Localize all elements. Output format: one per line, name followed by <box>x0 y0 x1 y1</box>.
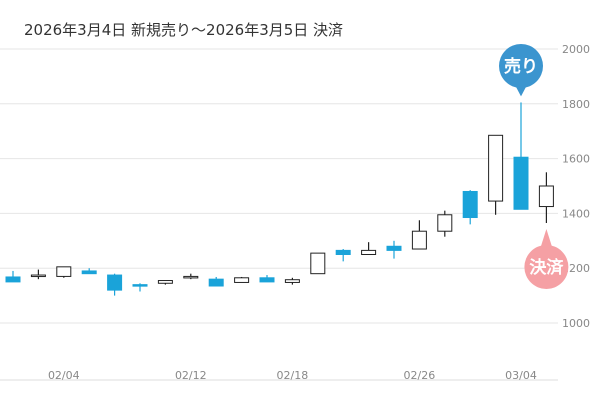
x-tick-label: 02/18 <box>277 369 309 382</box>
y-tick-label: 1200 <box>562 262 590 275</box>
x-tick-label: 02/12 <box>175 369 207 382</box>
candle <box>284 277 300 285</box>
candle <box>259 275 275 283</box>
candle <box>5 270 21 283</box>
candle-body <box>132 284 148 287</box>
candle <box>513 102 529 210</box>
candle <box>56 266 72 278</box>
candle-body <box>310 252 326 275</box>
sell-badge-pointer <box>515 85 527 97</box>
candle-body <box>538 185 554 208</box>
candle <box>81 268 97 275</box>
candle <box>30 269 46 280</box>
candle-body <box>183 275 199 279</box>
candle-body <box>284 279 300 283</box>
candle <box>310 252 326 275</box>
candle <box>107 273 123 296</box>
candle <box>538 172 554 223</box>
candle <box>411 220 427 250</box>
candle-body <box>107 274 123 291</box>
candle-body <box>259 277 275 283</box>
candle-body <box>208 278 224 287</box>
sell-badge <box>499 44 543 88</box>
candle-body <box>437 214 453 232</box>
candle-body <box>386 245 402 251</box>
candle <box>386 240 402 259</box>
chart-title: 2026年3月4日 新規売り〜2026年3月5日 決済 <box>24 21 344 39</box>
y-tick-label: 1800 <box>562 98 590 111</box>
x-tick-label: 02/04 <box>48 369 80 382</box>
candle-body <box>513 156 529 210</box>
candle-body <box>335 249 351 255</box>
x-tick-label: 02/26 <box>404 369 436 382</box>
candle-body <box>234 277 250 283</box>
candle <box>208 276 224 287</box>
candle <box>234 276 250 283</box>
settle-badge-pointer <box>540 228 553 248</box>
candle-body <box>157 280 173 284</box>
candle-body <box>30 274 46 278</box>
sell-badge-label: 売り <box>504 56 538 77</box>
y-tick-label: 1000 <box>562 317 590 330</box>
candle-body <box>5 276 21 283</box>
settle-badge <box>524 245 569 289</box>
y-tick-label: 1400 <box>562 207 590 220</box>
x-tick-label: 03/04 <box>505 369 537 382</box>
candle <box>361 242 377 255</box>
settle-badge-label: 決済 <box>529 257 564 278</box>
candle-body <box>361 249 377 255</box>
candle-body <box>81 270 97 275</box>
candle <box>132 283 148 292</box>
y-tick-label: 2000 <box>562 43 590 56</box>
candle <box>183 273 199 280</box>
candle <box>157 280 173 285</box>
candle-body <box>462 190 478 219</box>
candle <box>462 190 478 225</box>
candle-body <box>411 230 427 250</box>
y-tick-label: 1600 <box>562 153 590 166</box>
candle-body <box>488 134 504 202</box>
candle <box>488 134 504 215</box>
candle-body <box>56 266 72 277</box>
candle <box>335 249 351 262</box>
candle <box>437 210 453 237</box>
